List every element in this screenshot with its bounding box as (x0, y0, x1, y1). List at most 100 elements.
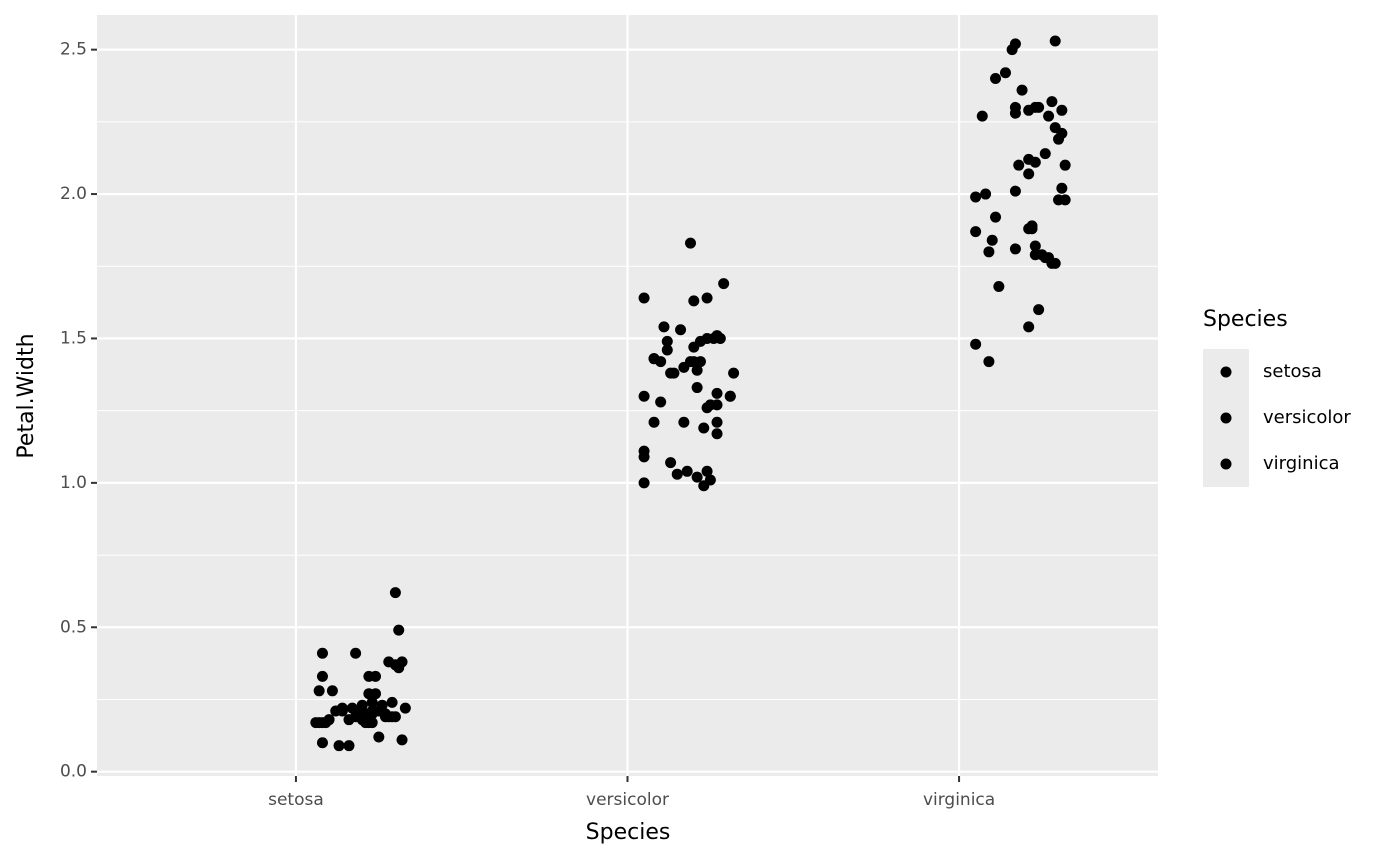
point (1013, 159, 1025, 171)
point (691, 382, 703, 394)
point (698, 480, 710, 492)
x-axis-title: Species (586, 820, 671, 845)
point (1049, 257, 1061, 269)
point (658, 321, 670, 333)
point (665, 367, 677, 379)
legend-key (1220, 366, 1232, 378)
point (638, 451, 650, 463)
point (370, 688, 382, 700)
point (1029, 156, 1041, 168)
point (1049, 35, 1061, 47)
point (648, 416, 660, 428)
point (333, 740, 345, 752)
point (386, 696, 398, 708)
point (1046, 96, 1058, 108)
point (661, 344, 673, 356)
point (675, 324, 687, 336)
point (980, 188, 992, 200)
legend-label: setosa (1263, 361, 1322, 382)
point (688, 295, 700, 307)
point (671, 468, 683, 480)
point (350, 647, 362, 659)
y-tick-label: 2.5 (60, 40, 87, 60)
point (983, 246, 995, 258)
point (1039, 148, 1051, 160)
point (1009, 107, 1021, 119)
point (691, 364, 703, 376)
y-tick-label: 0.5 (60, 617, 87, 637)
point (336, 705, 348, 717)
point (638, 390, 650, 402)
point (389, 587, 401, 599)
point (350, 705, 362, 717)
point (990, 211, 1002, 223)
point (1033, 101, 1045, 113)
point (983, 356, 995, 368)
y-tick-label: 2.0 (60, 184, 87, 204)
point (993, 280, 1005, 292)
point (648, 353, 660, 365)
legend-title: Species (1203, 307, 1288, 332)
point (343, 740, 355, 752)
point (1033, 304, 1045, 316)
point (701, 402, 713, 414)
point (684, 237, 696, 249)
legend-label: versicolor (1263, 407, 1351, 428)
point (698, 422, 710, 434)
point (691, 471, 703, 483)
point (986, 234, 998, 246)
point (373, 731, 385, 743)
point (694, 356, 706, 368)
point (1023, 104, 1035, 116)
point (360, 717, 372, 729)
point (718, 278, 730, 290)
point (1039, 252, 1051, 264)
point (999, 67, 1011, 79)
legend-key (1220, 458, 1232, 470)
point (1016, 84, 1028, 96)
point (1006, 44, 1018, 56)
legend-key (1220, 412, 1232, 424)
point (370, 670, 382, 682)
point (366, 696, 378, 708)
point (1043, 110, 1055, 122)
point (970, 226, 982, 238)
point (681, 465, 693, 477)
points (310, 35, 1071, 752)
x-tick-label: virginica (923, 790, 995, 810)
point (711, 387, 723, 399)
point (399, 702, 411, 714)
y-tick-label: 1.5 (60, 328, 87, 348)
point (379, 708, 391, 720)
point (724, 390, 736, 402)
point (711, 416, 723, 428)
point (1053, 133, 1065, 145)
point (1059, 159, 1071, 171)
y-tick-label: 0.0 (60, 762, 87, 782)
point (396, 734, 408, 746)
point (665, 457, 677, 469)
point (316, 647, 328, 659)
point (1029, 240, 1041, 252)
point (1009, 185, 1021, 197)
point (638, 292, 650, 304)
point (655, 396, 667, 408)
point (714, 332, 726, 344)
point (1023, 223, 1035, 235)
point (661, 335, 673, 347)
point (1059, 194, 1071, 206)
point (638, 477, 650, 489)
point (1056, 182, 1068, 194)
x-tick-label: setosa (268, 790, 324, 810)
point (976, 110, 988, 122)
point (694, 335, 706, 347)
point (316, 670, 328, 682)
point (1023, 321, 1035, 333)
point (1023, 168, 1035, 180)
point (326, 685, 338, 697)
point (728, 367, 740, 379)
legend-label: virginica (1263, 453, 1340, 474)
point (1056, 104, 1068, 116)
y-axis-title: Petal.Width (14, 333, 39, 458)
